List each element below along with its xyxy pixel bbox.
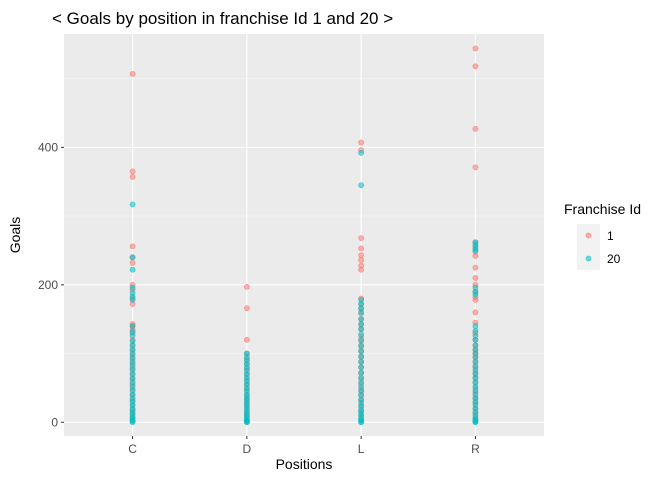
data-point-franchise-1 [358,245,365,252]
data-point-franchise-1 [243,283,250,290]
data-point-franchise-20 [358,321,365,327]
data-point-franchise-20 [358,309,365,316]
data-point-franchise-20 [358,358,365,365]
data-point-franchise-20 [358,379,365,386]
data-point-franchise-20 [358,353,365,360]
x-tick-label: C [128,442,137,456]
data-point-franchise-20 [358,364,365,371]
data-points [129,45,479,426]
data-point-franchise-1 [358,252,365,259]
data-point-franchise-1 [472,264,479,271]
data-point-franchise-1 [129,243,136,250]
data-point-franchise-1 [472,253,479,259]
data-point-franchise-20 [129,323,136,329]
legend-label: 20 [607,252,621,266]
data-point-franchise-1 [129,174,136,180]
x-tick-label: R [471,442,480,456]
data-point-franchise-1 [472,125,479,132]
data-point-franchise-1 [243,305,250,312]
data-point-franchise-1 [358,257,365,263]
y-axis-ticks: 0 200 400 [38,140,64,429]
data-point-franchise-20 [129,297,136,303]
x-axis-title: Positions [276,456,333,472]
data-point-franchise-1 [358,235,365,241]
y-axis-title: Goals [7,217,23,254]
data-point-franchise-20 [129,201,136,208]
data-point-franchise-20 [472,327,479,334]
data-point-franchise-1 [472,164,479,171]
data-point-franchise-20 [129,266,136,273]
data-point-franchise-20 [358,374,365,381]
data-point-franchise-20 [472,323,479,329]
data-point-franchise-20 [472,336,479,343]
data-point-franchise-20 [358,325,365,332]
data-point-franchise-1 [358,139,365,146]
data-point-franchise-20 [358,149,365,156]
data-point-franchise-20 [129,284,136,291]
plot-panel [64,34,544,436]
data-point-franchise-20 [358,369,365,376]
data-point-franchise-1 [472,275,479,281]
data-point-franchise-20 [472,247,479,254]
legend-label: 1 [607,229,614,243]
y-tick-label: 400 [38,140,58,154]
data-point-franchise-20 [129,419,136,426]
data-point-franchise-1 [243,336,250,343]
data-point-franchise-20 [358,342,365,349]
data-point-franchise-20 [358,336,365,343]
legend-key-symbol [585,232,592,239]
data-point-franchise-20 [243,419,250,426]
chart-title: < Goals by position in franchise Id 1 an… [52,9,393,28]
legend-key-symbol [585,255,592,262]
x-tick-label: L [358,442,365,456]
data-point-franchise-1 [129,168,136,175]
data-point-franchise-1 [129,70,136,77]
x-tick-label: D [243,442,252,456]
data-point-franchise-20 [129,332,136,339]
y-tick-label: 200 [38,278,58,292]
data-point-franchise-20 [129,254,136,261]
legend: Franchise Id 1 20 [564,201,641,270]
data-point-franchise-20 [358,419,365,426]
data-point-franchise-1 [472,45,479,52]
data-point-franchise-20 [358,331,365,338]
data-point-franchise-1 [129,259,136,266]
data-point-franchise-20 [358,182,365,189]
data-point-franchise-20 [358,316,365,323]
data-point-franchise-20 [358,347,365,354]
data-point-franchise-1 [472,63,479,70]
data-point-franchise-20 [472,291,479,298]
data-point-franchise-1 [358,266,365,273]
data-point-franchise-20 [472,419,479,426]
data-point-franchise-1 [472,309,479,316]
y-tick-label: 0 [51,415,58,429]
data-point-franchise-1 [472,297,479,303]
legend-title: Franchise Id [564,201,641,217]
